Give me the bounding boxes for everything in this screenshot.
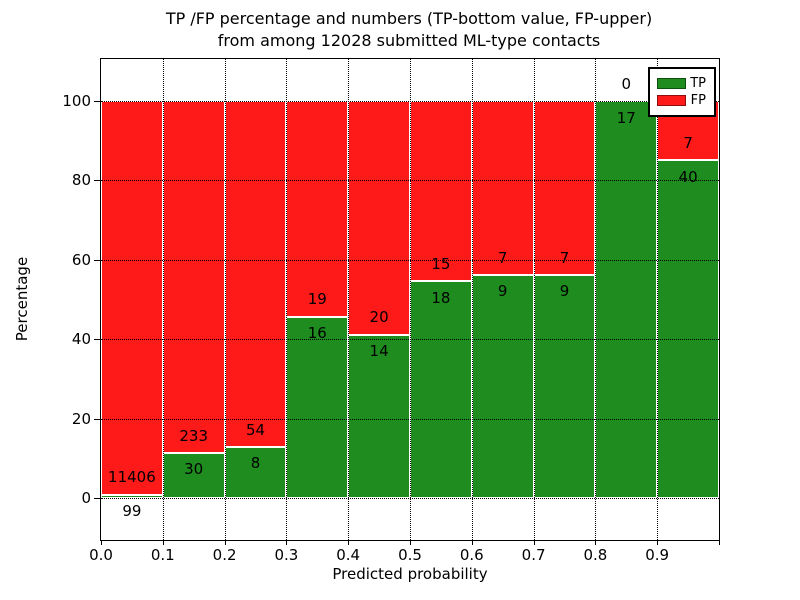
fp-count-label: 15 [431,255,451,274]
x-axis-label: Predicted probability [332,565,488,583]
x-axis-tick [286,540,288,545]
tp-count-label: 9 [497,282,508,301]
fp-count-label: 20 [369,308,389,327]
chart-title-line1: TP /FP percentage and numbers (TP-bottom… [165,9,653,28]
x-tick-label: 0.1 [150,546,175,564]
x-tick-label: 0.7 [521,546,546,564]
fp-bar-segment [348,101,410,335]
fp-count-label: 0 [621,75,632,93]
x-axis-tick [533,540,535,545]
y-axis-tick [94,180,100,182]
fp-count-label: 7 [559,248,570,267]
fp-bar-segment [162,101,225,453]
fp-bar-segment [410,101,472,282]
x-axis-tick [224,540,226,545]
chart-title-line2: from among 12028 submitted ML-type conta… [217,31,601,50]
x-axis-tick [595,540,597,545]
tp-count-label: 18 [431,289,451,308]
y-tick-label: 40 [71,330,91,349]
x-axis-tick [348,540,350,545]
y-axis-tick [94,497,100,499]
fp-legend-swatch [657,95,686,106]
vertical-gridline [657,59,659,540]
tp-bar-segment [657,160,719,498]
fp-bar-segment [471,101,534,275]
tp-count-label: 30 [184,460,204,479]
x-axis-tick [162,540,164,545]
vertical-gridline [410,59,411,540]
tp-bar-segment [471,274,534,498]
y-axis-tick [94,101,100,103]
y-axis-tick [94,418,100,420]
y-axis-tick [94,259,100,261]
x-axis-tick [471,540,473,545]
tp-bar-segment [595,101,658,498]
legend-row-tp: TP [657,75,706,92]
legend-row-fp: FP [657,92,706,109]
tp-count-label: 9 [559,282,570,301]
x-tick-label: 0.3 [274,546,299,564]
chart-title: TP /FP percentage and numbers (TP-bottom… [100,8,718,52]
x-axis-tick [719,540,720,545]
fp-count-label: 7 [683,134,693,153]
x-tick-label: 0.0 [89,546,113,564]
tp-count-label: 14 [369,342,389,361]
tp-legend-label: TP [690,76,706,91]
x-axis-tick [101,540,102,545]
tp-bar-segment [286,316,349,498]
fp-count-label: 54 [245,420,266,439]
fp-count-label: 11406 [108,468,156,487]
vertical-gridline [595,59,597,540]
tp-bar-segment [348,334,410,498]
y-tick-label: 80 [71,171,91,190]
y-axis-tick [94,339,100,341]
legend: TP FP [648,67,716,117]
y-axis-label: Percentage [13,256,31,342]
tp-count-label: 99 [122,502,142,521]
tp-bar-segment [224,446,287,498]
fp-count-label: 19 [307,290,327,309]
tp-bar-segment [410,281,472,498]
vertical-gridline [162,59,164,540]
vertical-gridline [471,59,473,540]
tp-count-label: 8 [250,454,261,473]
tp-legend-swatch [657,78,686,89]
vertical-gridline [348,59,350,540]
x-tick-label: 0.5 [398,546,422,564]
x-tick-label: 0.8 [583,546,608,564]
fp-count-label: 7 [497,248,508,267]
vertical-gridline [224,59,226,540]
x-tick-label: 0.6 [459,546,484,564]
fp-bar-segment [533,101,596,275]
fp-count-label: 233 [179,426,209,445]
y-tick-label: 60 [71,250,91,269]
x-tick-label: 0.9 [645,546,670,564]
tp-count-label: 17 [616,108,636,127]
tp-bar-segment [101,494,163,498]
x-tick-label: 0.4 [336,546,361,564]
x-axis-tick [410,540,411,545]
tp-count-label: 40 [678,167,698,186]
x-tick-label: 0.2 [212,546,237,564]
fp-bar-segment [286,101,349,317]
vertical-gridline [533,59,535,540]
x-axis-tick [657,540,659,545]
y-tick-label: 20 [71,409,91,428]
plot-area: 11406 99 233 30 54 8 19 16 20 14 15 18 7 9 7 9 0 17 7 40 0 2… [13,58,720,583]
vertical-gridline [286,59,288,540]
y-tick-label: 100 [62,92,91,111]
tp-count-label: 16 [307,324,327,343]
fp-bar-segment [101,101,163,495]
tp-bar-segment [533,274,596,498]
fp-legend-label: FP [690,93,706,108]
fp-bar-segment [224,101,287,447]
y-tick-label: 0 [81,488,91,507]
